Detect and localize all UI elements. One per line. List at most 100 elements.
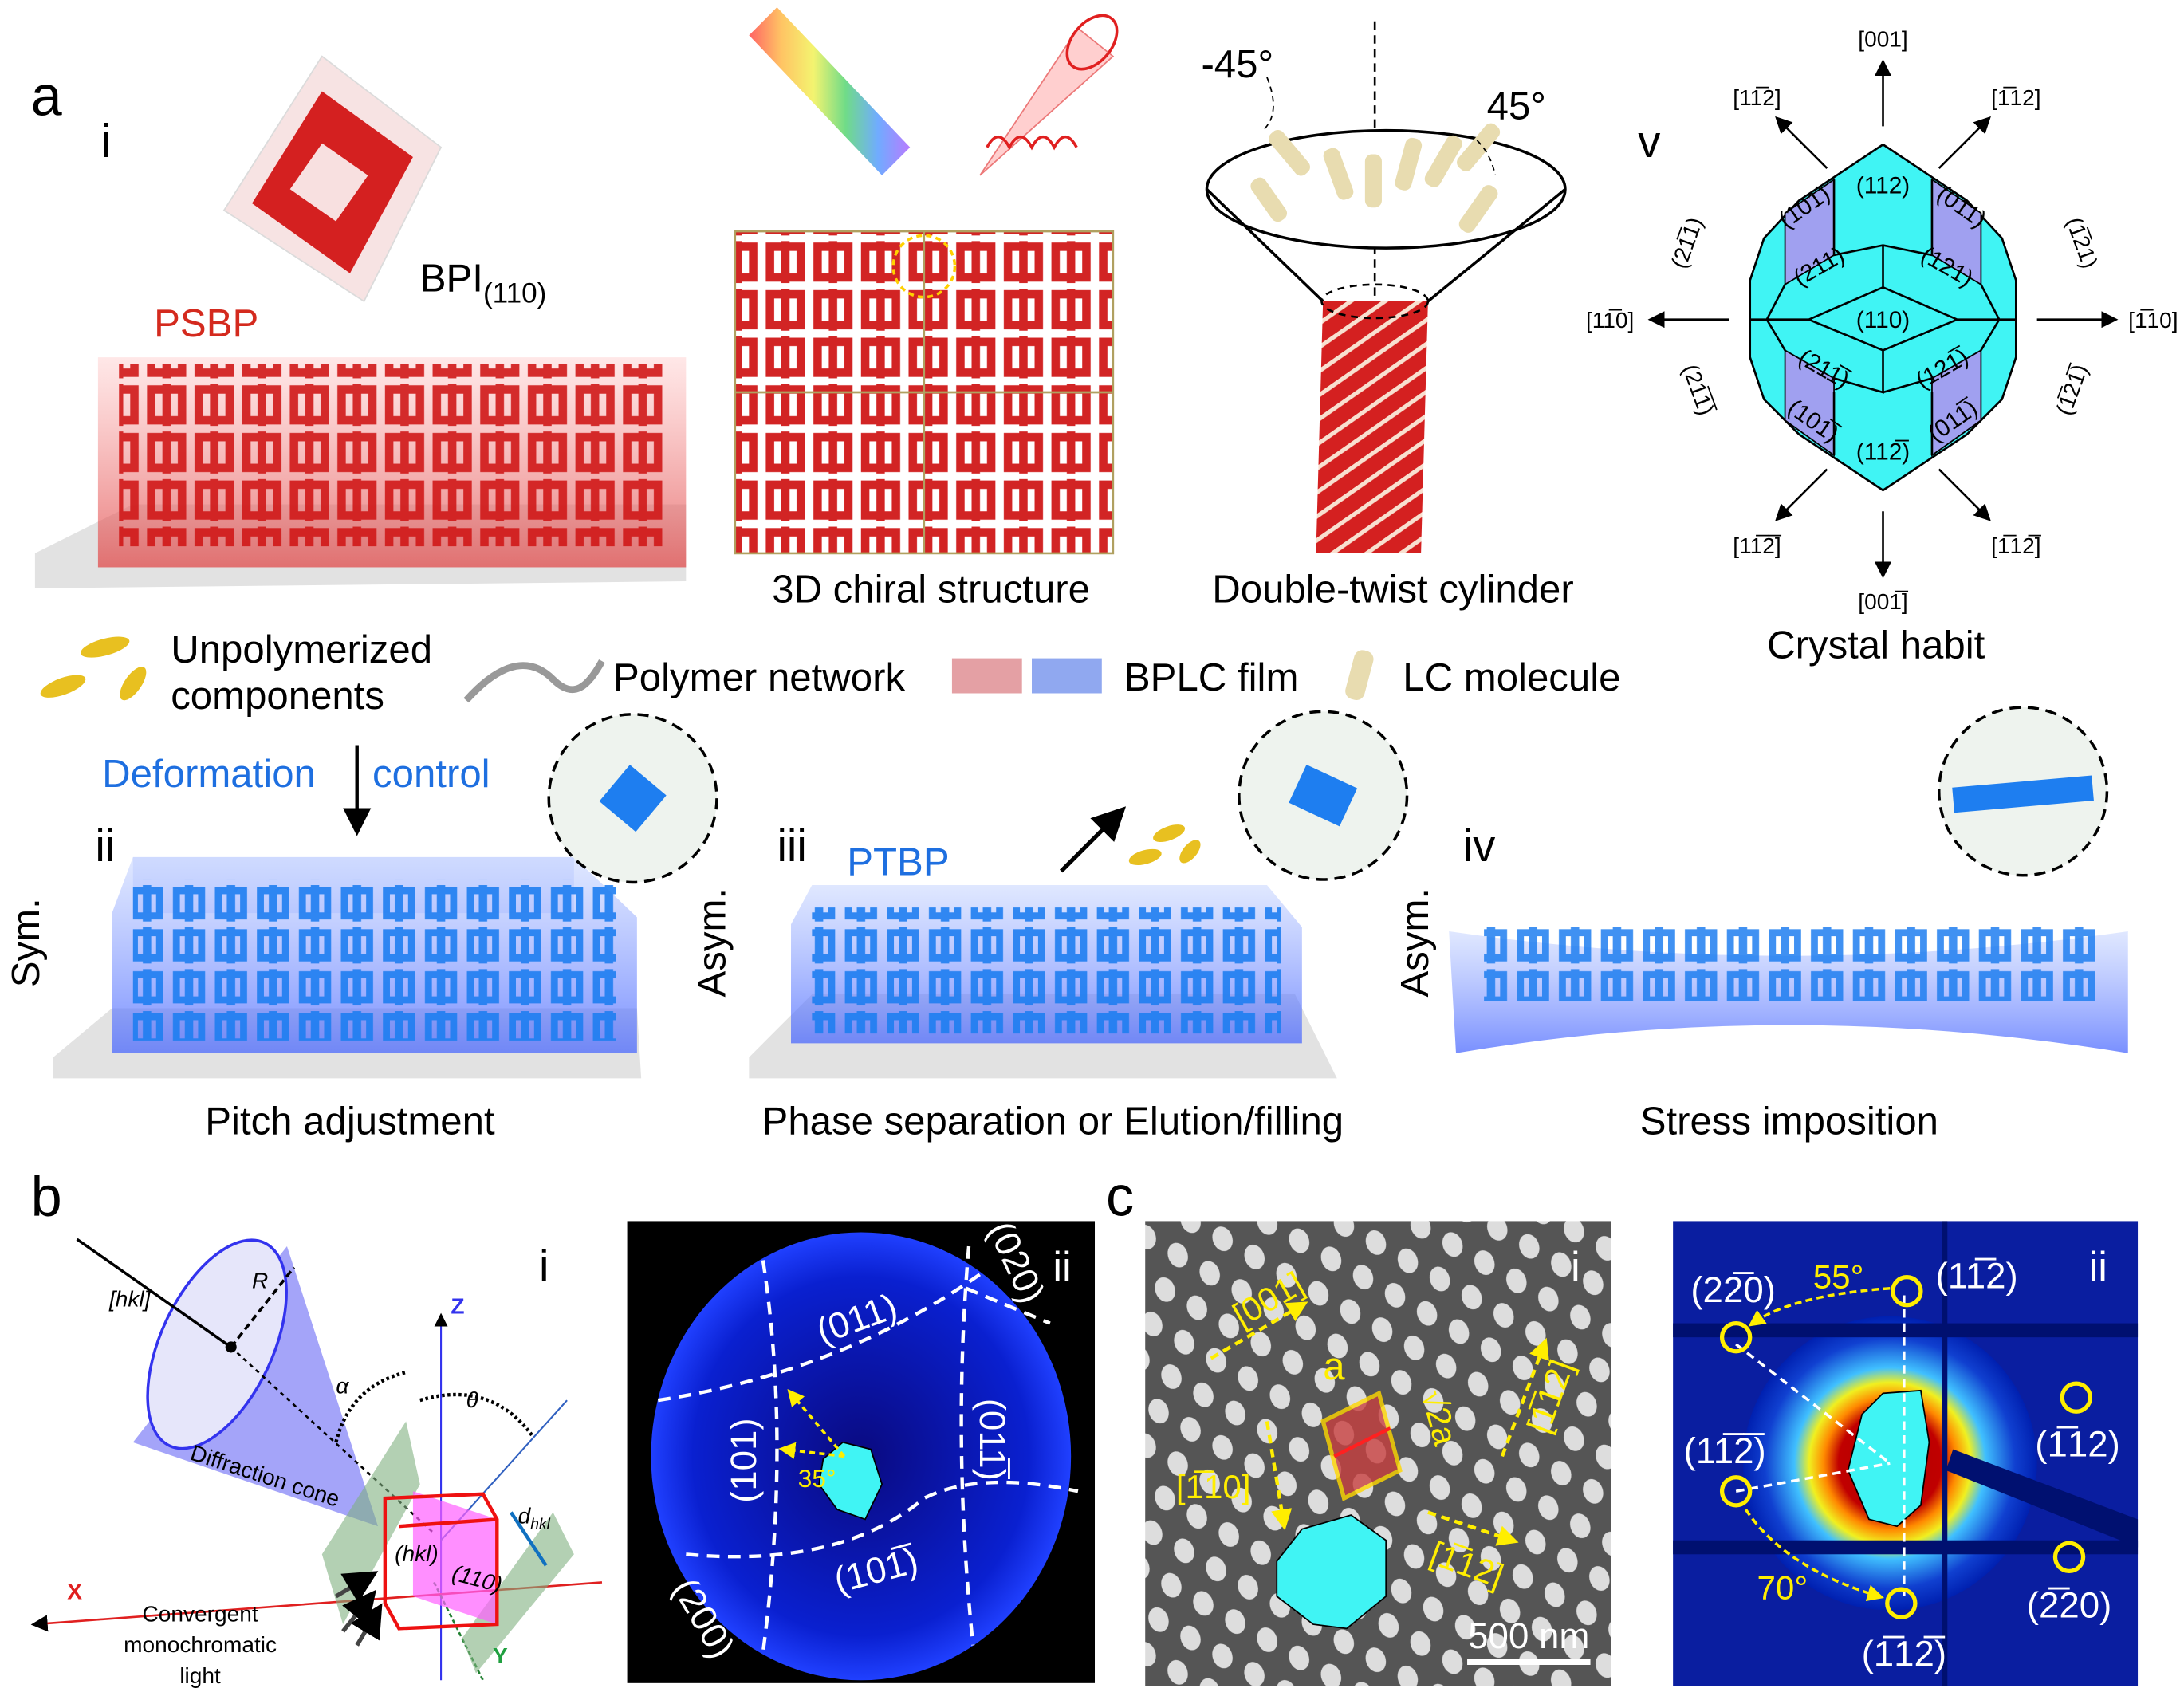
light-label-line1: Convergent	[142, 1602, 258, 1627]
angle-55: 55°	[1813, 1258, 1864, 1296]
hkl-plane-label: (hkl)	[395, 1541, 439, 1566]
kossel-angle-35: 35°	[798, 1464, 836, 1493]
psbp-film-illustration	[34, 357, 687, 588]
lc-molecule-icon	[1345, 650, 1374, 701]
crystal-habit-diagram	[1647, 59, 2119, 579]
bpi-label: BPI(110)	[420, 257, 547, 309]
legend-polymer-network: Polymer network	[613, 655, 905, 699]
ptbp-label: PTBP	[847, 840, 949, 884]
legend-unpolymerized-line1: Unpolymerized	[171, 628, 432, 671]
double-twist-caption: Double-twist cylinder	[1212, 567, 1574, 611]
unpolymerized-components-icon	[40, 636, 147, 701]
polymer-network-icon	[463, 659, 605, 703]
numeral-v: v	[1638, 116, 1660, 167]
face-110: (110)	[1856, 307, 1910, 333]
theta-label: θ	[466, 1387, 478, 1412]
panel-label-b: b	[31, 1164, 62, 1227]
legend-bplc-film: BPLC film	[1124, 655, 1299, 699]
light-label-line2: monochromatic	[124, 1632, 277, 1657]
diffraction-geometry-diagram	[30, 1238, 603, 1681]
chiral-structure-caption: 3D chiral structure	[772, 567, 1090, 611]
asym-label-iii: Asym.	[690, 888, 734, 998]
bplc-film-blue-swatch	[1032, 658, 1102, 694]
phase-separation-caption: Phase separation or Elution/filling	[762, 1100, 1344, 1143]
face-112: (112)	[1856, 173, 1910, 199]
legend-unpolymerized-line2: components	[171, 674, 384, 718]
spot-1-1-2: (11̅2̅)	[1684, 1430, 1766, 1471]
psbp-label: PSBP	[154, 301, 258, 345]
deformation-label: Deformation	[102, 752, 316, 796]
inset-circle-iv	[1937, 706, 2109, 877]
spot-m11-2: (1̅12̅)	[1862, 1634, 1947, 1674]
numeral-iv: iv	[1463, 820, 1496, 871]
numeral-ii: ii	[95, 820, 115, 871]
sem-lattice-image	[1145, 1221, 1611, 1686]
dir-bottom: [001̅]	[1858, 589, 1909, 614]
sym-film-illustration	[53, 856, 642, 1079]
d-subscript: hkl	[530, 1517, 550, 1533]
numeral-b-i: i	[539, 1241, 549, 1291]
spot-m220: (2̅20)	[2027, 1584, 2112, 1625]
light-label-line3: light	[179, 1663, 221, 1688]
spot-1-12: (11̅2)	[1936, 1256, 2018, 1297]
kossel-diffraction-image	[627, 1221, 1096, 1683]
stressed-film-illustration	[1449, 924, 2128, 1053]
panel-label-c: c	[1106, 1164, 1134, 1227]
crystal-habit-caption: Crystal habit	[1767, 624, 1985, 667]
control-label: control	[372, 752, 490, 796]
kossel-01-1: (011̅)	[972, 1399, 1013, 1481]
circular-polarized-light-icon	[979, 14, 1119, 176]
dir-top-left: [11̅2]	[1733, 85, 1781, 110]
inset-circle-ii	[547, 713, 718, 884]
elution-arrow	[1060, 806, 1127, 873]
bpi-subscript: (110)	[483, 278, 546, 309]
rainbow-light-beam-icon	[749, 7, 911, 175]
legend-lc-molecule: LC molecule	[1403, 655, 1620, 699]
bplc-film-red-swatch	[951, 658, 1022, 694]
dir-top-right: [1̅12]	[1991, 85, 2040, 110]
bpi-unit-cell-illustration	[222, 55, 443, 303]
side-face-upper-right: (1̅21)	[2061, 214, 2103, 271]
3d-chiral-structure-illustration	[734, 230, 1115, 555]
hkl-direction-label: [hkl]	[108, 1287, 152, 1312]
z-axis-label: Z	[451, 1293, 464, 1318]
sem-a-label: a	[1323, 1344, 1345, 1388]
inset-circle-iii	[1238, 710, 1409, 881]
side-face-upper-left: (21̅1)	[1667, 214, 1708, 271]
eluted-components-icon	[1128, 824, 1201, 865]
numeral-i: i	[100, 114, 111, 167]
numeral-b-ii: ii	[1053, 1244, 1071, 1291]
angle-plus-45: 45°	[1487, 85, 1546, 128]
face-11-2: (112̅)	[1856, 439, 1910, 465]
d-symbol: d	[518, 1504, 532, 1529]
spot-m112: (1̅12)	[2035, 1423, 2120, 1464]
side-face-lower-left: (21̅1̅)	[1678, 361, 1719, 419]
angle-70: 70°	[1757, 1568, 1808, 1606]
dir-top: [001]	[1858, 26, 1907, 51]
x-axis-label: X	[67, 1579, 82, 1604]
radius-label: R	[252, 1269, 268, 1293]
dir-bottom-right: [1̅12̅]	[1991, 533, 2042, 558]
d-spacing-label: dhkl	[518, 1504, 551, 1533]
sym-label: Sym.	[4, 898, 48, 987]
stress-imposition-caption: Stress imposition	[1640, 1100, 1938, 1143]
bpi-text: BPI	[420, 257, 483, 301]
numeral-c-i: i	[1571, 1244, 1580, 1291]
panel-label-a: a	[31, 64, 63, 127]
side-face-lower-right: (1̅21̅)	[2052, 361, 2093, 419]
double-twist-cylinder-illustration	[1205, 21, 1567, 553]
angle-minus-45: -45°	[1201, 42, 1273, 86]
dir-left: [11̅0]	[1586, 308, 1634, 333]
scale-bar-label: 500 nm	[1468, 1615, 1589, 1656]
y-axis-label: Y	[493, 1643, 508, 1668]
numeral-iii: iii	[777, 820, 806, 871]
ptbp-film-illustration	[749, 885, 1337, 1079]
asym-label-iv: Asym.	[1393, 888, 1437, 998]
fft-diffraction-image	[1673, 1221, 2139, 1686]
alpha-label: α	[336, 1373, 349, 1398]
spot-2-20: (22̅0)	[1690, 1269, 1776, 1310]
sem-dir-110: [1̅10]	[1176, 1468, 1251, 1505]
kossel-101: (101)	[723, 1418, 764, 1503]
pitch-adjustment-caption: Pitch adjustment	[205, 1100, 495, 1143]
